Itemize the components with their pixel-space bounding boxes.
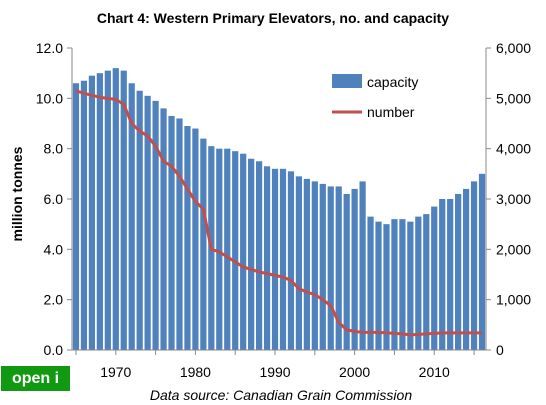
capacity-bar (439, 199, 446, 350)
y-tick-label: 4.0 (44, 241, 64, 257)
y-tick-label: 12.0 (36, 40, 63, 56)
capacity-bar (462, 188, 470, 350)
number-line (75, 89, 483, 337)
legend-capacity-swatch (332, 74, 362, 88)
capacity-bar (80, 80, 88, 350)
capacity-bar (447, 199, 454, 350)
y2-tick-label: 4,000 (496, 141, 531, 157)
y2-tick-label: 3,000 (496, 191, 531, 207)
x-tick-label: 2010 (419, 364, 450, 380)
capacity-bar (311, 181, 318, 350)
capacity-bar (144, 95, 151, 350)
legend-capacity-label: capacity (367, 74, 418, 90)
capacity-bar (128, 83, 135, 350)
capacity-bar (303, 178, 310, 350)
open-i-badge[interactable]: open i (1, 366, 70, 391)
capacity-bar (391, 219, 398, 350)
y-tick-label: 10.0 (36, 90, 63, 106)
capacity-bar (176, 118, 183, 350)
capacity-bar (232, 151, 239, 350)
y2-tick-label: 6,000 (496, 40, 531, 56)
chart-title: Chart 4: Western Primary Elevators, no. … (97, 10, 449, 26)
capacity-bar (351, 188, 358, 350)
capacity-bar (327, 186, 334, 350)
plot-area: 0.0 2.0 4.0 6.0 8.0 10.0 12.0 0 1,000 2,000 3,000 4… (36, 40, 531, 380)
source-note: Data source: Canadian Grain Commission (150, 387, 412, 403)
y-tick-label: 8.0 (44, 141, 64, 157)
capacity-bar (279, 168, 287, 350)
capacity-bar (184, 126, 191, 351)
legend-number-label: number (367, 104, 415, 120)
y-tick-label: 0.0 (44, 342, 64, 358)
y-tick-label: 6.0 (44, 191, 64, 207)
capacity-bar (407, 221, 414, 350)
capacity-bar (248, 158, 255, 350)
capacity-bar (319, 183, 326, 350)
capacity-bar (72, 83, 80, 350)
y-axis-label: million tonnes (9, 146, 25, 241)
capacity-bar (375, 221, 382, 350)
capacity-bar (343, 193, 350, 350)
capacity-bar (399, 219, 406, 350)
capacity-bar (335, 186, 342, 350)
capacity-bar (383, 224, 390, 350)
capacity-bar (359, 181, 366, 350)
capacity-bar (295, 176, 303, 350)
x-tick-label: 1980 (180, 364, 211, 380)
capacity-bar (112, 68, 119, 350)
capacity-bar (470, 181, 478, 350)
capacity-bar (104, 70, 111, 351)
capacity-bar (88, 75, 96, 351)
capacity-bar (287, 171, 295, 350)
capacity-bar (216, 148, 223, 350)
x-tick-label: 2000 (339, 364, 370, 380)
x-tick-label: 1990 (259, 364, 290, 380)
capacity-bar (200, 138, 207, 350)
capacity-bar (415, 216, 422, 350)
capacity-bar (271, 168, 279, 350)
capacity-bar (478, 173, 486, 350)
capacity-bar (192, 128, 199, 350)
capacity-bar (255, 161, 263, 350)
y2-tick-label: 2,000 (496, 241, 531, 257)
y-tick-label: 2.0 (44, 292, 64, 308)
capacity-bar (160, 108, 167, 351)
y2-tick-label: 0 (496, 342, 504, 358)
capacity-bar (224, 148, 231, 350)
capacity-bar (431, 206, 438, 350)
capacity-bar (136, 90, 143, 350)
capacity-bar (152, 100, 159, 350)
capacity-bar (263, 166, 271, 350)
capacity-bar (96, 73, 103, 351)
y2-tick-label: 5,000 (496, 90, 531, 106)
y2-tick-label: 1,000 (496, 292, 531, 308)
capacity-bar (168, 115, 175, 350)
x-tick-label: 1970 (100, 364, 131, 380)
capacity-bar (423, 214, 430, 350)
capacity-bar (367, 216, 374, 350)
capacity-bar (240, 153, 247, 350)
capacity-bar (455, 193, 462, 350)
capacity-bar (120, 70, 127, 351)
